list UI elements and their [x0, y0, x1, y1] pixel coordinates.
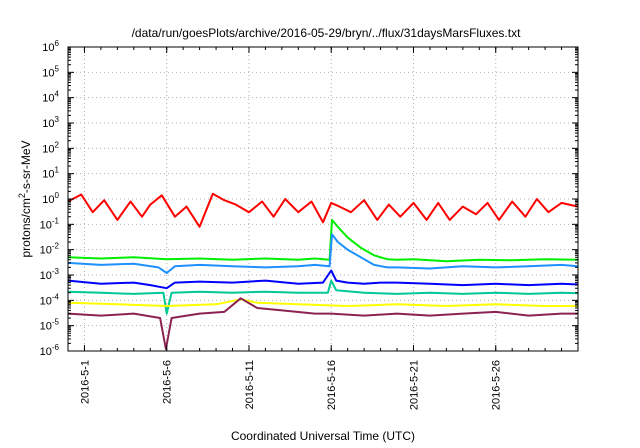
data-series: [67, 192, 579, 350]
y-tick-label: 103: [42, 115, 59, 130]
y-tick-label-base: 10: [40, 321, 52, 333]
y-tick-label-base: 10: [42, 143, 54, 155]
y-tick-label-exp: 1: [55, 166, 60, 175]
chart-title: /data/run/goesPlots/archive/2016-05-29/b…: [132, 26, 522, 40]
y-tick-label: 104: [42, 90, 59, 105]
y-tick-label-base: 10: [42, 93, 54, 105]
y-tick-label: 10-5: [40, 318, 60, 333]
series-line-purple: [67, 297, 578, 350]
y-tick-label-base: 10: [42, 67, 54, 79]
series-line-red: [67, 192, 579, 228]
y-tick-label-base: 10: [42, 118, 54, 130]
y-tick-label: 10-1: [40, 216, 60, 231]
y-tick-label-exp: 2: [55, 140, 60, 149]
y-axis-label-sup: 2: [17, 193, 27, 198]
y-axis-label-post: -s-sr-MeV: [19, 140, 33, 193]
x-tick-label: 2016-5-1: [79, 360, 91, 404]
y-axis-label-pre: protons/cm: [19, 198, 33, 257]
x-tick-label: 2016-5-21: [408, 360, 420, 410]
y-tick-label-exp: -1: [52, 216, 60, 225]
grid-lines: [68, 47, 578, 351]
y-tick-label: 100: [42, 191, 59, 206]
y-tick-label-exp: -3: [52, 267, 60, 276]
y-axis-ticks: 10-610-510-410-310-210-11001011021031041…: [40, 39, 578, 358]
y-tick-label-base: 10: [42, 42, 54, 54]
y-tick-label-exp: -4: [52, 292, 60, 301]
y-tick-label-base: 10: [40, 346, 52, 358]
y-tick-label-exp: 3: [55, 115, 60, 124]
x-tick-label: 2016-5-11: [244, 360, 256, 409]
series-line-yellow: [67, 298, 578, 307]
series-line-cyan-green: [67, 279, 579, 315]
x-tick-label: 2016-5-16: [326, 360, 338, 410]
y-tick-label-exp: 6: [55, 39, 60, 48]
y-tick-label: 10-2: [40, 242, 60, 257]
y-tick-label: 106: [42, 39, 59, 54]
series-line-green: [67, 218, 579, 263]
y-tick-label-exp: 4: [55, 90, 60, 99]
y-tick-label-base: 10: [40, 219, 52, 231]
y-axis-label: protons/cm2-s-sr-MeV: [17, 140, 33, 257]
y-tick-label: 10-6: [40, 343, 60, 358]
x-axis-label: Coordinated Universal Time (UTC): [231, 429, 415, 443]
series-line-blue: [67, 269, 579, 290]
y-tick-label-exp: -6: [52, 343, 60, 352]
y-tick-label-exp: -2: [52, 242, 60, 251]
y-tick-label-exp: 0: [55, 191, 60, 200]
y-tick-label: 10-3: [40, 267, 60, 282]
x-axis-ticks: 2016-5-1 2016-5-6 2016-5-11 2016-5-16 2016-5…: [67, 47, 579, 410]
y-tick-label: 101: [42, 166, 59, 181]
y-tick-label-base: 10: [40, 295, 52, 307]
y-tick-label-base: 10: [40, 270, 52, 282]
y-tick-label-exp: 5: [55, 64, 60, 73]
y-tick-label-base: 10: [42, 194, 54, 206]
x-tick-label: 2016-5-26: [491, 360, 503, 410]
series-line-light-blue: [67, 233, 579, 274]
y-tick-label: 105: [42, 64, 59, 79]
y-tick-label-base: 10: [40, 245, 52, 257]
x-tick-label: 2016-5-6: [162, 360, 174, 404]
y-tick-label-exp: -5: [52, 318, 60, 327]
y-tick-label: 102: [42, 140, 59, 155]
y-tick-label-base: 10: [42, 169, 54, 181]
y-tick-label: 10-4: [40, 292, 60, 307]
